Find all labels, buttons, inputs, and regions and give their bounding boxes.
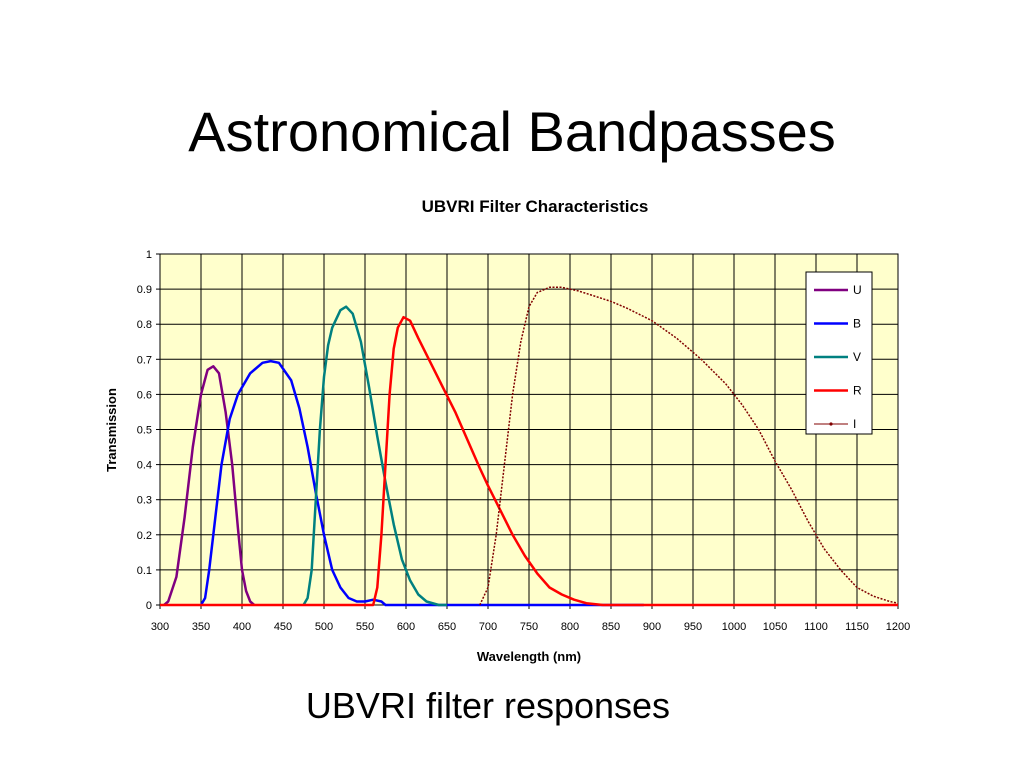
x-tick-label: 900: [643, 621, 661, 633]
x-tick-label: 300: [151, 621, 169, 633]
y-tick-label: 0.4: [137, 460, 152, 472]
y-tick-label: 0.2: [137, 530, 152, 542]
legend-label-b: B: [853, 317, 861, 331]
x-tick-label: 450: [274, 621, 292, 633]
x-tick-label: 400: [233, 621, 251, 633]
series-lines: [160, 286, 899, 607]
slide-caption: UBVRI filter responses: [305, 685, 671, 726]
y-tick-label: 0.9: [137, 284, 152, 296]
legend-label-v: V: [853, 350, 861, 364]
legend-box: [805, 271, 873, 435]
legend-marker-i: [829, 422, 833, 426]
y-tick-label: 0: [146, 600, 152, 612]
series-u-line: [163, 365, 256, 606]
y-axis-title: Transmission: [104, 388, 119, 472]
legend-label-i: I: [853, 417, 856, 431]
y-tick-label: 0.7: [137, 354, 152, 366]
y-tick-label: 0.3: [137, 495, 152, 507]
x-tick-label: 850: [602, 621, 620, 633]
x-tick-label: 600: [397, 621, 415, 633]
legend: U B V R I: [805, 271, 873, 435]
x-tick-label: 1150: [845, 621, 869, 633]
tick-labels: 300 350 400 450 500 550 600 650 700 750 800 850 900 9…: [137, 249, 911, 633]
x-tick-label: 550: [356, 621, 374, 633]
grid-lines: [156, 253, 899, 609]
series-r-line: [160, 315, 898, 607]
y-tick-label: 0.6: [137, 389, 152, 401]
series-i-line: [479, 286, 899, 606]
slide-title: Astronomical Bandpasses: [188, 100, 836, 163]
y-tick-label: 1: [146, 249, 152, 261]
x-tick-label: 650: [438, 621, 456, 633]
chart-title: UBVRI Filter Characteristics: [422, 197, 649, 216]
x-tick-label: 1200: [886, 621, 910, 633]
y-tick-label: 0.5: [137, 425, 152, 437]
x-tick-label: 950: [684, 621, 702, 633]
x-tick-label: 500: [315, 621, 333, 633]
y-tick-label: 0.8: [137, 319, 152, 331]
legend-label-u: U: [853, 283, 862, 297]
x-tick-label: 1100: [804, 621, 828, 633]
x-axis-title: Wavelength (nm): [477, 649, 581, 664]
series-v-line: [302, 305, 447, 607]
x-tick-label: 350: [192, 621, 210, 633]
x-tick-label: 700: [479, 621, 497, 633]
x-tick-label: 800: [561, 621, 579, 633]
x-tick-label: 1000: [722, 621, 746, 633]
x-tick-label: 1050: [763, 621, 787, 633]
x-tick-label: 750: [520, 621, 538, 633]
y-tick-label: 0.1: [137, 565, 152, 577]
legend-label-r: R: [853, 384, 862, 398]
